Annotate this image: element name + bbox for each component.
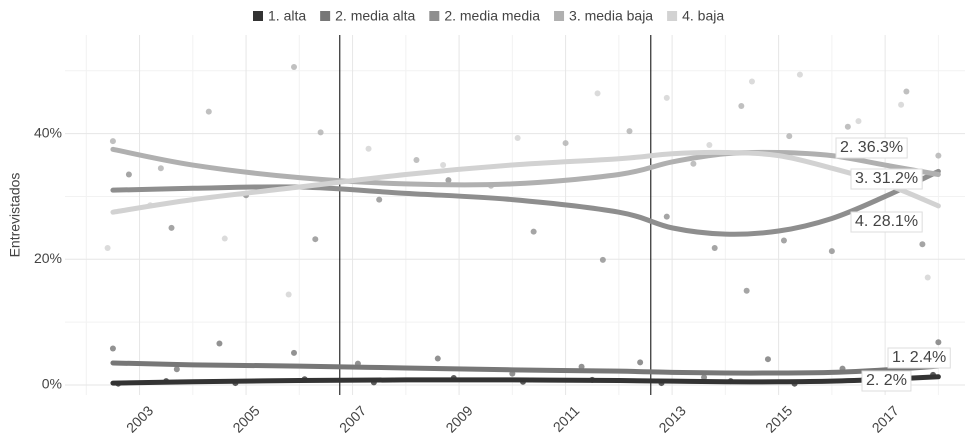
data-point [594,90,601,97]
x-tick-label: 2007 [336,402,369,433]
y-tick-label: 20% [34,250,62,266]
end-label-box [887,347,951,369]
end-label-box [835,137,908,159]
end-label: 3. 31.2% [855,170,918,187]
data-point [440,162,447,169]
legend-label: 1. alta [268,8,306,24]
labels: 0% 20% 40% 2003 2005 2007 2009 2011 2013 2015 2017… [34,8,951,433]
data-point [290,64,297,71]
legend-label: 4. baja [682,8,724,24]
grid [65,35,965,395]
data-point [637,359,644,366]
y-tick-label: 0% [42,376,62,392]
end-label-box [850,211,923,233]
data-point [104,244,111,251]
data-point [205,108,212,115]
data-point [514,135,521,142]
data-point [663,94,670,101]
data-point [530,228,537,235]
data-point [413,157,420,164]
data-point [290,349,297,356]
legend-label: 2. media media [444,8,540,24]
data-point [844,123,851,130]
trend-line [110,146,941,188]
data-point [748,78,755,85]
data-point [626,128,633,135]
data-point [711,244,718,251]
data-point [903,88,910,95]
data-point [828,248,835,255]
data-point [221,235,228,242]
data-point [317,129,324,136]
data-point [935,339,942,346]
legend-swatch [667,11,678,21]
data-point [157,165,164,172]
data-point [445,177,452,184]
x-tick-label: 2003 [123,402,156,433]
legend-swatch [320,11,331,21]
end-label: 2. 36.3% [840,139,903,156]
data-point [780,237,787,244]
data-point [109,345,116,352]
legend-label: 2. media alta [335,8,415,24]
y-axis-label: Entrevistados [7,173,23,258]
trend-line [110,149,941,215]
data-point [109,138,116,145]
lines [110,146,941,386]
x-tick-label: 2015 [762,402,795,433]
x-tick-label: 2011 [550,402,583,433]
end-label-box [850,168,923,190]
data-point [125,171,132,178]
data-point [855,118,862,125]
end-label: 1. 2.4% [892,349,946,366]
legend-swatch [429,11,440,21]
data-point [599,256,606,263]
y-tick-label: 40% [34,124,62,140]
data-point [376,196,383,203]
data-point [764,356,771,363]
data-point [898,101,905,108]
x-tick-label: 2013 [655,402,688,433]
data-point [312,236,319,243]
data-point [285,291,292,298]
data-point [663,213,670,220]
x-tick-label: 2009 [442,402,475,433]
legend-swatch [253,11,263,21]
trend-line [110,168,941,237]
data-point [738,102,745,109]
end-label: 2. 2% [866,372,907,389]
data-point [935,152,942,159]
data-point [919,241,926,248]
data-point [743,287,750,294]
data-point [434,355,441,362]
x-tick-label: 2017 [869,402,902,433]
data-point [706,141,713,148]
data-point [168,224,175,231]
x-tick-label: 2005 [229,402,262,433]
legend-label: 3. media baja [569,8,653,24]
data-point [173,366,180,373]
end-label-box [861,370,912,392]
data-point [216,340,223,347]
data-point [365,145,372,152]
trend-line [110,374,941,386]
data-point [924,274,931,281]
data-point [562,140,569,147]
end-label: 4. 28.1% [855,213,918,230]
data-point [786,133,793,140]
legend-swatch [554,11,565,21]
data-point [701,374,708,381]
data-point [690,160,697,167]
trend-line [110,360,941,376]
data-point [796,71,803,78]
